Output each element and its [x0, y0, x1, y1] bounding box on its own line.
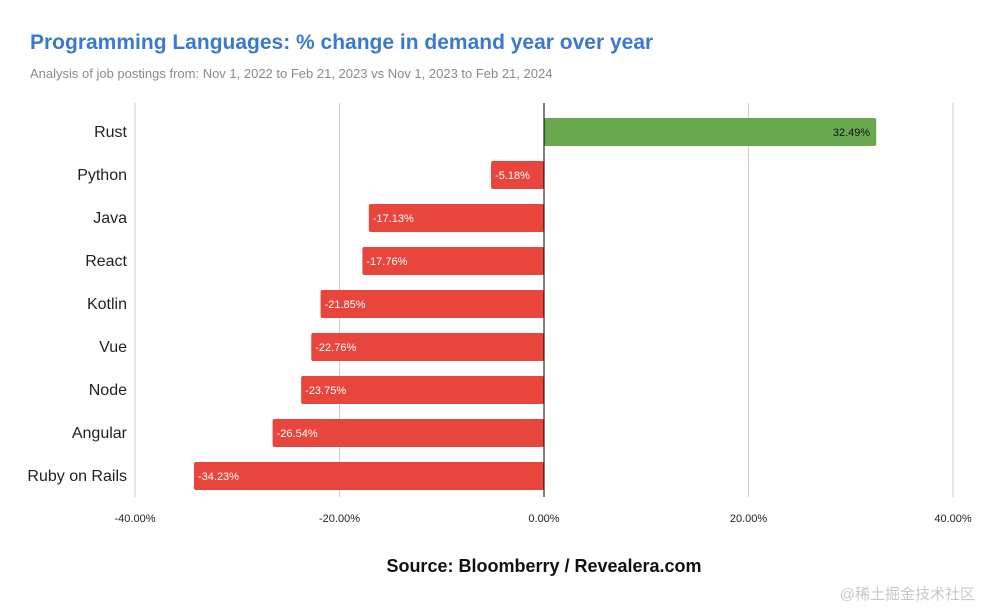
- source-caption: Source: Bloomberry / Revealera.com: [386, 556, 702, 576]
- bar-value-label: -34.23%: [198, 471, 239, 483]
- bar: [272, 419, 544, 447]
- watermark: @稀土掘金技术社区: [839, 586, 975, 603]
- bar-value-label: -26.54%: [277, 428, 318, 440]
- x-tick-label: 20.00%: [730, 513, 768, 525]
- category-label: React: [85, 253, 127, 270]
- category-label: Java: [93, 210, 127, 227]
- category-label: Rust: [94, 124, 127, 141]
- x-tick-label: -20.00%: [319, 513, 360, 525]
- bar: [491, 161, 544, 189]
- bar: [311, 333, 544, 361]
- bar-value-label: -23.75%: [305, 385, 346, 397]
- category-label: Kotlin: [87, 296, 127, 313]
- bar-value-label: -22.76%: [315, 342, 356, 354]
- chart-title: Programming Languages: % change in deman…: [30, 31, 654, 54]
- category-label: Vue: [99, 339, 127, 356]
- x-tick-label: 40.00%: [934, 513, 972, 525]
- bar: [193, 462, 545, 490]
- category-label: Ruby on Rails: [27, 468, 127, 485]
- bar: [544, 118, 877, 146]
- bar-value-label: -17.76%: [366, 256, 407, 268]
- category-label: Node: [89, 382, 127, 399]
- x-tick-label: 0.00%: [528, 513, 559, 525]
- chart-subtitle: Analysis of job postings from: Nov 1, 20…: [30, 66, 553, 81]
- bar-value-label: -21.85%: [325, 299, 366, 311]
- category-label: Angular: [72, 425, 128, 442]
- bar: [320, 290, 544, 318]
- bar-value-label: -5.18%: [495, 170, 530, 182]
- x-tick-label: -40.00%: [115, 513, 156, 525]
- bar: [301, 376, 544, 404]
- bar: [362, 247, 544, 275]
- bar-value-label: 32.49%: [833, 127, 871, 139]
- category-label: Python: [77, 167, 127, 184]
- bar-value-label: -17.13%: [373, 213, 414, 225]
- bar: [368, 204, 544, 232]
